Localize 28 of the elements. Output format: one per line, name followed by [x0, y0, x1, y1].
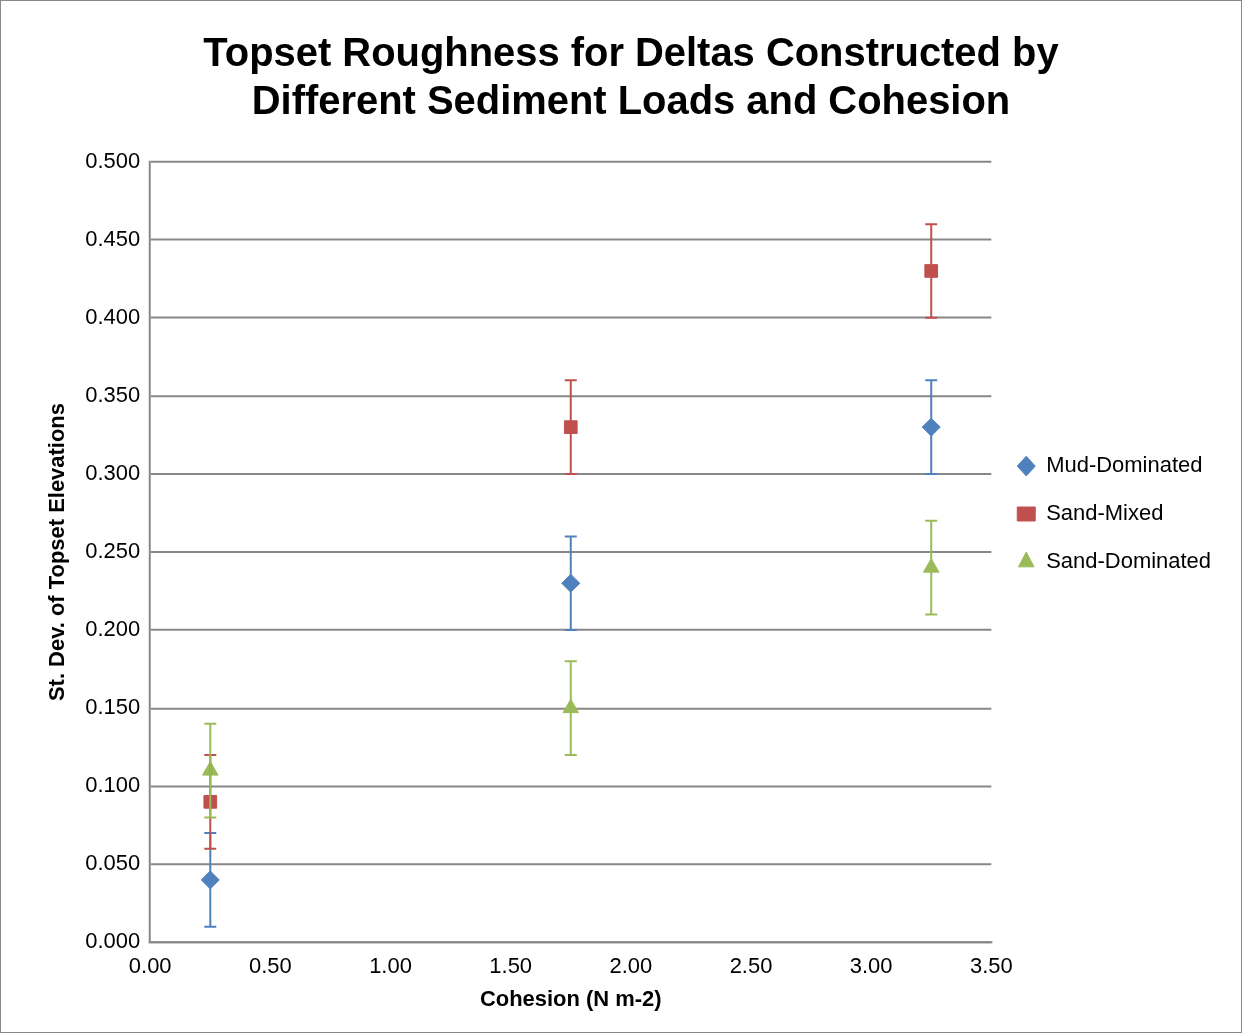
- x-tick-label: 0.50: [249, 952, 292, 978]
- y-axis-title: St. Dev. of Topset Elevations: [44, 403, 70, 702]
- x-tick-label: 0.00: [128, 952, 172, 978]
- x-tick-label: 3.00: [849, 952, 893, 978]
- legend-label: Mud-Dominated: [1046, 452, 1203, 478]
- text: Topset Roughness for Deltas Constructed by: [203, 29, 1059, 74]
- y-tick-label: 0.350: [85, 381, 141, 407]
- x-tick-label: 1.00: [369, 952, 412, 978]
- point: [924, 264, 939, 278]
- x-axis-title: Cohesion (N m-2): [479, 985, 662, 1011]
- y-tick-label: 0.300: [85, 460, 141, 486]
- y-tick-label: 0.150: [85, 694, 141, 720]
- y-tick-label: 0.500: [85, 147, 141, 173]
- x-tick-label: 1.50: [489, 952, 533, 978]
- y-tick-label: 0.450: [85, 225, 141, 251]
- legend-label: Sand-Mixed: [1046, 500, 1164, 526]
- y-tick-label: 0.100: [85, 772, 141, 798]
- y-tick-label: 0.250: [85, 538, 141, 564]
- point: [563, 420, 578, 434]
- x-tick-label: 3.50: [969, 952, 1013, 978]
- x-tick-label: 2.00: [609, 952, 653, 978]
- y-tick-label: 0.050: [85, 850, 141, 876]
- text: Different Sediment Loads and Cohesion: [251, 77, 1011, 122]
- y-tick-label: 0.000: [85, 928, 141, 954]
- y-tick-label: 0.400: [85, 303, 141, 329]
- legend-label: Sand-Dominated: [1046, 547, 1211, 573]
- x-tick-label: 2.50: [729, 952, 773, 978]
- y-tick-label: 0.200: [85, 616, 141, 642]
